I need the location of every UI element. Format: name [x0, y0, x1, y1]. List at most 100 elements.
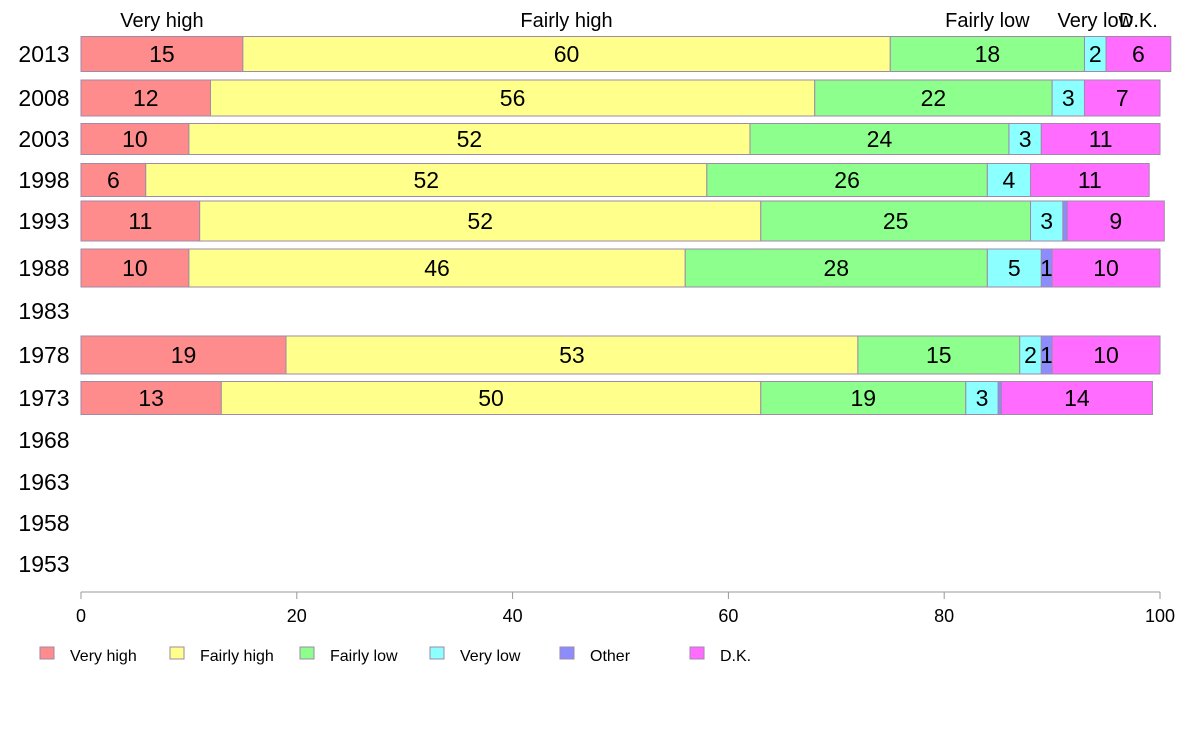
- bar-segment-fairly-high: [188, 123, 751, 155]
- bar-segment-very-high: [80, 123, 190, 155]
- legend-swatch-fairly-high: [169, 646, 185, 660]
- y-tick-label: 2003: [18, 126, 69, 152]
- legend-label-fairly-low: Fairly low: [330, 648, 398, 665]
- data-label: 10: [122, 126, 148, 152]
- x-tick-label: 20: [287, 606, 307, 626]
- bar-segment-very-low: [1008, 123, 1042, 155]
- data-label: 11: [1089, 126, 1113, 152]
- bar-segment-fairly-high: [285, 335, 859, 375]
- legend-label-fairly-high: Fairly high: [200, 648, 274, 665]
- bar-segment-fairly-high: [145, 163, 708, 197]
- top-category-label: Very low: [1057, 10, 1133, 32]
- bar-segment-very-low: [965, 381, 999, 415]
- data-label: 11: [128, 208, 152, 234]
- data-label: 3: [1019, 126, 1032, 152]
- data-label: 1: [1040, 342, 1053, 368]
- data-label: 18: [975, 41, 1001, 67]
- data-label: 1: [1040, 255, 1053, 281]
- bar-segment-very-high: [80, 381, 222, 415]
- data-label: 3: [1062, 85, 1075, 111]
- bar-segment-fairly-low: [706, 163, 988, 197]
- y-tick-label: 2013: [18, 41, 69, 67]
- data-label: 25: [883, 208, 909, 234]
- data-label: 3: [1040, 208, 1053, 234]
- bar-segment-fairly-low: [857, 335, 1021, 375]
- y-tick-label: 1963: [18, 469, 69, 495]
- legend-label-very-high: Very high: [70, 648, 137, 665]
- data-label: 15: [926, 342, 952, 368]
- x-tick-label: 60: [718, 606, 738, 626]
- legend-swatch-very-high: [39, 646, 55, 660]
- bar-segment-d-k: [1105, 36, 1172, 72]
- data-label: 4: [1003, 167, 1016, 193]
- y-tick-label: 1993: [18, 208, 69, 234]
- bar-segment-fairly-high: [209, 79, 816, 117]
- bar-segment-fairly-high: [242, 36, 891, 72]
- data-label: 24: [867, 126, 893, 152]
- data-label: 28: [824, 255, 850, 281]
- top-category-label: Fairly high: [520, 10, 612, 32]
- bar-segment-very-high: [80, 200, 201, 242]
- data-label: 12: [133, 85, 159, 111]
- x-tick-label: 0: [76, 606, 86, 626]
- y-tick-label: 2008: [18, 85, 69, 111]
- data-label: 52: [467, 208, 493, 234]
- data-label: 53: [559, 342, 585, 368]
- data-label: 15: [149, 41, 175, 67]
- legend-swatch-very-low: [429, 646, 445, 660]
- bar-segment-very-high: [80, 79, 211, 117]
- data-label: 46: [424, 255, 450, 281]
- data-label: 2: [1024, 342, 1037, 368]
- legend-swatch-fairly-low: [299, 646, 315, 660]
- data-label: 22: [921, 85, 947, 111]
- data-label: 10: [122, 255, 148, 281]
- data-label: 52: [457, 126, 483, 152]
- data-label: 2: [1089, 41, 1102, 67]
- bar-segment-very-low: [986, 163, 1032, 197]
- data-label: 10: [1093, 342, 1119, 368]
- data-label: 19: [171, 342, 197, 368]
- y-tick-label: 1988: [18, 255, 69, 281]
- x-tick-label: 100: [1145, 606, 1175, 626]
- data-label: 6: [107, 167, 120, 193]
- bar-segment-very-high: [80, 163, 147, 197]
- legend-swatch-d-k: [689, 646, 705, 660]
- data-label: 52: [413, 167, 439, 193]
- bar-segment-fairly-low: [749, 123, 1010, 155]
- data-label: 56: [500, 85, 526, 111]
- data-label: 13: [138, 385, 164, 411]
- bar-segment-d-k: [1040, 123, 1161, 155]
- bar-segment-d-k: [1000, 381, 1153, 415]
- bar-segment-other: [1062, 200, 1068, 242]
- legend-label-very-low: Very low: [460, 648, 521, 665]
- top-category-label: D.K.: [1119, 10, 1158, 32]
- bar-segment-fairly-high: [199, 200, 762, 242]
- legend-label-d-k: D.K.: [720, 648, 751, 665]
- y-tick-label: 1958: [18, 510, 69, 536]
- y-tick-label: 1998: [18, 167, 69, 193]
- data-label: 9: [1109, 208, 1122, 234]
- bar-segment-d-k: [1051, 335, 1161, 375]
- legend-label-other: Other: [590, 648, 631, 665]
- bar-segment-fairly-low: [814, 79, 1053, 117]
- top-category-label: Fairly low: [945, 10, 1030, 32]
- y-tick-label: 1953: [18, 551, 69, 577]
- bar-segment-fairly-high: [188, 248, 686, 288]
- data-label: 11: [1078, 167, 1102, 193]
- data-label: 60: [554, 41, 580, 67]
- data-label: 6: [1132, 41, 1145, 67]
- data-label: 26: [834, 167, 860, 193]
- bar-segment-very-high: [80, 36, 244, 72]
- x-tick-label: 80: [934, 606, 954, 626]
- bar-segment-d-k: [1083, 79, 1161, 117]
- data-label: 5: [1008, 255, 1021, 281]
- bar-segment-d-k: [1030, 163, 1150, 197]
- x-tick-label: 40: [503, 606, 523, 626]
- y-tick-label: 1973: [18, 385, 69, 411]
- bar-segment-fairly-low: [760, 200, 1032, 242]
- bar-segment-fairly-high: [220, 381, 762, 415]
- bar-segment-d-k: [1066, 200, 1165, 242]
- data-label: 14: [1064, 385, 1090, 411]
- bar-segment-very-low: [1051, 79, 1085, 117]
